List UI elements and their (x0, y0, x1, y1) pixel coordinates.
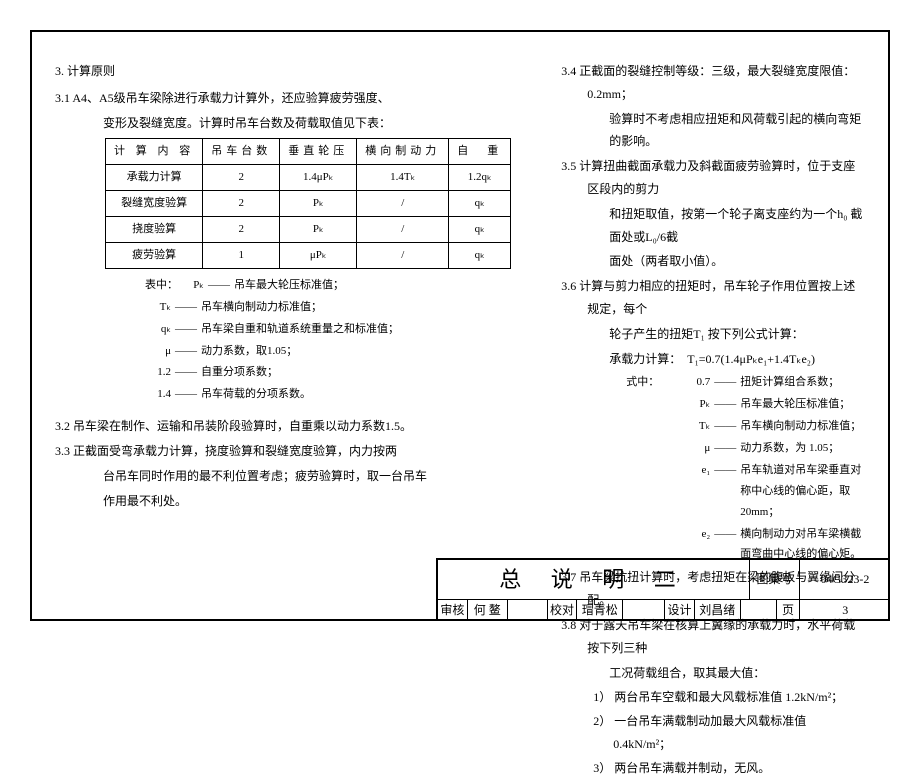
item-3-4b: 验算时不考虑相应扭矩和风荷载引起的横向弯矩的影响。 (561, 108, 865, 154)
review-sign (508, 600, 548, 621)
item-3-3b: 台吊车同时作用的最不利位置考虑；疲劳验算时，取一台吊车 (55, 465, 511, 488)
th-0: 计 算 内 容 (106, 139, 203, 165)
item-3-8-3: 3） 两台吊车满载并制动，无风。 (561, 757, 865, 780)
item-3-1b: 变形及裂缝宽度。计算时吊车台数及荷载取值见下表： (55, 112, 511, 135)
formula-row: 式中： 0.7 —— 扭矩计算组合系数； (561, 372, 865, 393)
check-name: 瑁青松 (577, 600, 623, 621)
item-3-2: 3.2 吊车梁在制作、运输和吊装阶段验算时，自重乘以动力系数1.5。 (55, 415, 511, 438)
legend-row: 表中： Pₖ —— 吊车最大轮压标准值； (55, 275, 511, 296)
check-sign (623, 600, 665, 621)
th-1: 吊车台数 (203, 139, 280, 165)
right-column: 3.4 正截面的裂缝控制等级：三级，最大裂缝宽度限值：0.2mm； 验算时不考虑… (551, 60, 865, 556)
design-name: 刘昌绪 (695, 600, 741, 621)
page-label: 页 (777, 600, 801, 621)
legend-row: Tₖ —— 吊车横向制动力标准值； (55, 297, 511, 318)
legend-lead: 表中： (115, 275, 178, 296)
legend-row: 1.4 —— 吊车荷载的分项系数。 (55, 384, 511, 405)
drawing-title: 总 说 明 二 (438, 560, 750, 599)
table-row: 挠度验算 2 Pₖ / qₖ (106, 217, 511, 243)
item-3-6b: 轮子产生的扭矩T₁ 按下列公式计算： (561, 323, 865, 346)
item-3-8b: 工况荷载组合，取其最大值： (561, 662, 865, 685)
content-area: 3. 计算原则 3.1 A4、A5级吊车梁除进行承载力计算外，还应验算疲劳强度、… (55, 60, 865, 556)
th-3: 横向制动力 (357, 139, 449, 165)
review-label: 审核 (438, 600, 468, 621)
calc-table: 计 算 内 容 吊车台数 垂直轮压 横向制动力 自 重 承载力计算 2 1.4μ… (105, 138, 511, 268)
item-3-5a: 3.5 计算扭曲截面承载力及斜截面疲劳验算时，位于支座区段内的剪力 (561, 155, 865, 201)
legend-row: μ —— 动力系数，取1.05； (55, 341, 511, 362)
atlas-value: 04G323-2 (800, 560, 890, 599)
item-3-5b: 和扭矩取值，按第一个轮子离支座约为一个h₀ 截面处或L₀/6截 (561, 203, 865, 249)
design-label: 设计 (665, 600, 695, 621)
check-label: 校对 (548, 600, 578, 621)
formula-row: μ —— 动力系数，为 1.05； (561, 438, 865, 459)
title-block: 总 说 明 二 图集号 04G323-2 审核 何 鳌 校对 瑁青松 设计 刘昌… (436, 558, 890, 621)
atlas-label: 图集号 (750, 560, 800, 599)
item-3-6a: 3.6 计算与剪力相应的扭矩时，吊车轮子作用位置按上述规定，每个 (561, 275, 865, 321)
table-row: 裂缝宽度验算 2 Pₖ / qₖ (106, 191, 511, 217)
item-3-3a: 3.3 正截面受弯承载力计算，挠度验算和裂缝宽度验算，内力按两 (55, 440, 511, 463)
item-3-8-2: 2） 一台吊车满载制动加最大风载标准值 0.4kN/m²； (561, 710, 865, 756)
page-number: 3 (800, 600, 890, 621)
review-name: 何 鳌 (468, 600, 508, 621)
item-3-8-1: 1） 两台吊车空载和最大风载标准值 1.2kN/m²； (561, 686, 865, 709)
table-row: 疲劳验算 1 μPₖ / qₖ (106, 242, 511, 268)
item-3-1a: 3.1 A4、A5级吊车梁除进行承载力计算外，还应验算疲劳强度、 (55, 87, 511, 110)
formula-row: Tₖ —— 吊车横向制动力标准值； (561, 416, 865, 437)
item-3-5c: 面处（两者取小值）。 (561, 250, 865, 273)
item-3-3c: 作用最不利处。 (55, 490, 511, 513)
section3-heading: 3. 计算原则 (55, 60, 511, 83)
th-2: 垂直轮压 (280, 139, 357, 165)
left-column: 3. 计算原则 3.1 A4、A5级吊车梁除进行承载力计算外，还应验算疲劳强度、… (55, 60, 521, 556)
legend-row: 1.2 —— 自重分项系数； (55, 362, 511, 383)
item-3-6c: 承载力计算： T₁=0.7(1.4μPₖe₁+1.4Tₖe₂) (561, 348, 865, 371)
formula-row: e₁ —— 吊车轨道对吊车梁垂直对称中心线的偏心距，取20mm； (561, 460, 865, 523)
legend-row: qₖ —— 吊车梁自重和轨道系统重量之和标准值； (55, 319, 511, 340)
formula-row: Pₖ —— 吊车最大轮压标准值； (561, 394, 865, 415)
item-3-4a: 3.4 正截面的裂缝控制等级：三级，最大裂缝宽度限值：0.2mm； (561, 60, 865, 106)
th-4: 自 重 (449, 139, 511, 165)
design-sign (741, 600, 777, 621)
table-row: 承载力计算 2 1.4μPₖ 1.4Tₖ 1.2qₖ (106, 165, 511, 191)
